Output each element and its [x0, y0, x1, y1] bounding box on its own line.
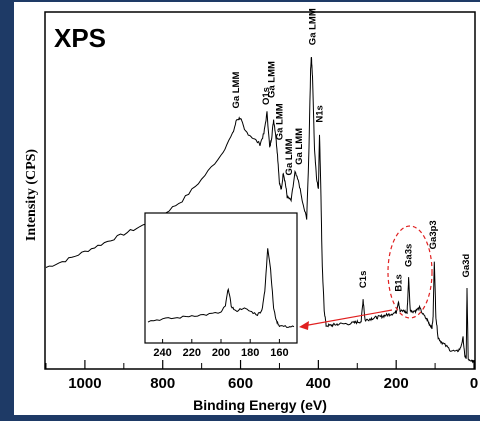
- x-tick-label: 0: [470, 375, 478, 392]
- chart-title: XPS: [54, 23, 106, 53]
- inset-trace-group: [147, 248, 295, 328]
- peak-label: O1s: [261, 87, 272, 105]
- main-chart: [45, 57, 475, 364]
- peak-label: Ga LMM: [294, 128, 305, 165]
- peak-label: N1s: [315, 105, 326, 122]
- peak-label: C1s: [358, 271, 369, 288]
- inset-tick-label: 220: [183, 347, 201, 359]
- peak-label: Ga LMM: [284, 138, 295, 175]
- peak-label: B1s: [394, 274, 405, 291]
- x-tick-label: 1000: [68, 375, 101, 392]
- x-axis-ticks: 1000 800 600 400 200 0: [45, 360, 478, 392]
- x-tick-label: 200: [384, 375, 409, 392]
- highlight-arrow: [302, 309, 393, 327]
- x-tick-label: 800: [150, 375, 175, 392]
- peak-label: Ga3p3: [428, 220, 439, 249]
- y-axis-label: Intensity (CPS): [24, 149, 39, 242]
- highlight-ellipse: [387, 225, 433, 319]
- inset-x-ticks: 240 220 200 180 160: [153, 339, 289, 359]
- peak-label: Ga LMM: [308, 8, 319, 45]
- x-axis-label: Binding Energy (eV): [193, 397, 327, 413]
- inset-tick-label: 240: [153, 347, 171, 359]
- peak-label: Ga LMM: [274, 103, 285, 140]
- inset-tick-label: 160: [270, 347, 288, 359]
- plot-panel: [14, 2, 480, 415]
- inset-tick-label: 180: [241, 347, 259, 359]
- peak-label: Ga LMM: [231, 72, 242, 109]
- highlight-arrowhead: [299, 321, 309, 330]
- inset-tick-label: 200: [212, 347, 230, 359]
- peak-label: Ga3s: [404, 244, 415, 267]
- spectrum-trace: [45, 57, 475, 364]
- peak-label: Ga3d: [461, 254, 472, 278]
- y-axis-label-group: Intensity (CPS): [24, 149, 39, 242]
- inset-trace: [147, 248, 295, 328]
- plot-frame: [44, 11, 476, 370]
- inset-frame: [144, 212, 298, 344]
- peak-label: Ga LMM: [267, 61, 278, 98]
- x-tick-label: 600: [228, 375, 253, 392]
- inset-chart: 240 220 200 180 160: [144, 212, 298, 359]
- x-tick-label: 400: [306, 375, 331, 392]
